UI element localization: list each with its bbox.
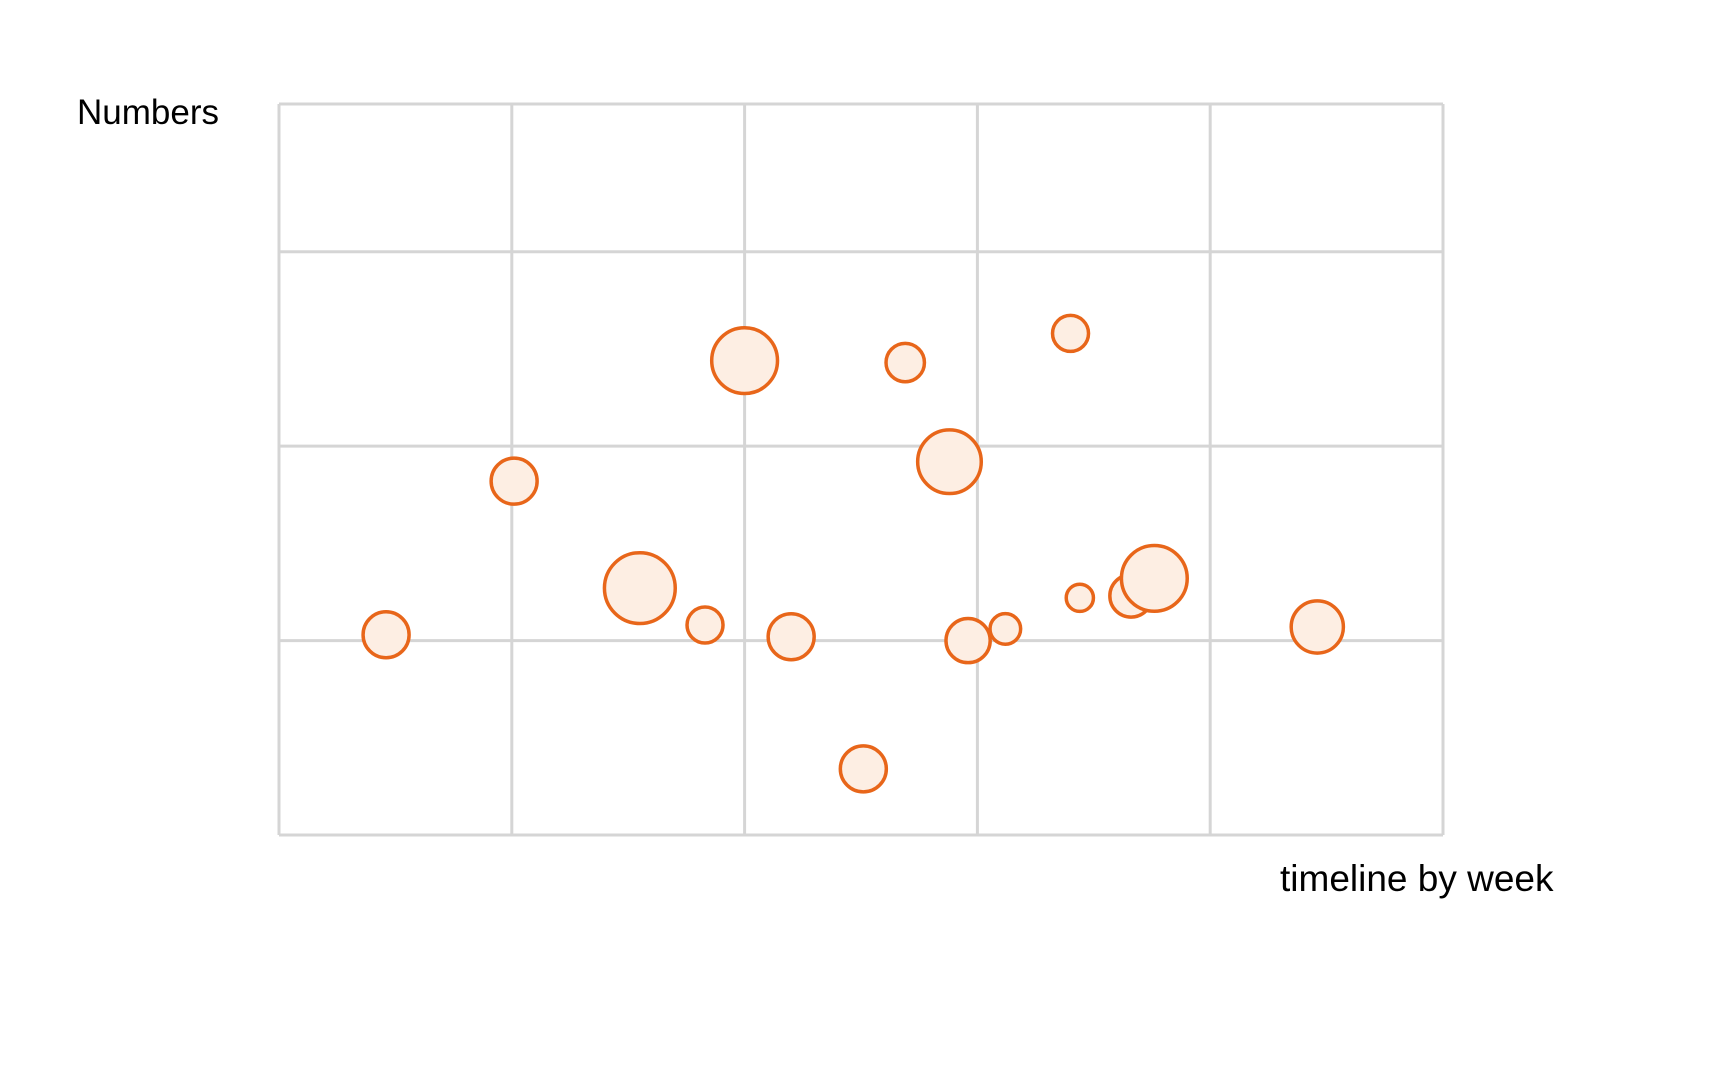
data-point-1 — [489, 456, 539, 506]
data-point-7 — [884, 341, 927, 384]
data-point-15 — [1289, 599, 1346, 655]
data-point-9 — [944, 616, 992, 665]
data-point-2 — [602, 550, 677, 626]
y-axis-label: Numbers — [77, 93, 219, 132]
data-point-0 — [361, 610, 411, 660]
x-axis-label: timeline by week — [1280, 858, 1554, 899]
data-point-14 — [1119, 543, 1189, 614]
gridlines — [277, 102, 1445, 837]
data-point-10 — [988, 611, 1023, 646]
data-point-6 — [838, 744, 889, 794]
data-point-5 — [766, 611, 816, 662]
data-point-4 — [709, 325, 780, 396]
data-points — [361, 313, 1346, 794]
data-point-3 — [685, 605, 725, 645]
data-point-12 — [1064, 582, 1096, 614]
data-point-8 — [915, 428, 984, 496]
data-point-11 — [1050, 313, 1091, 354]
